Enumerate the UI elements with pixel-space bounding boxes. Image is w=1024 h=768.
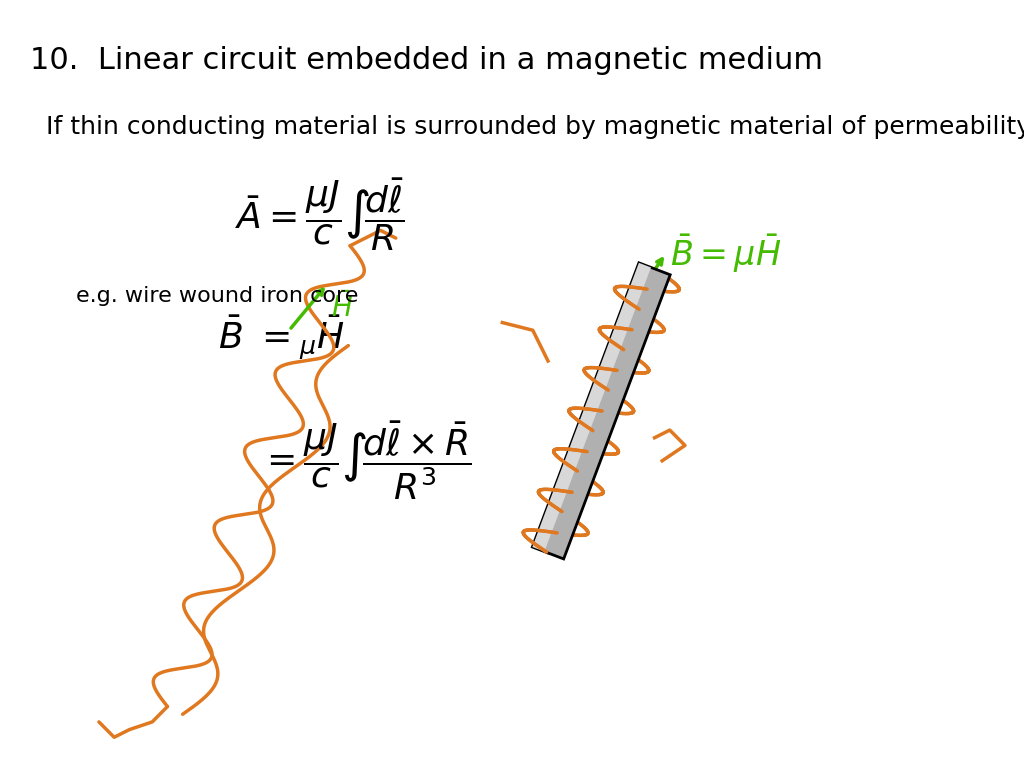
Text: $\bar{A}= \dfrac{\mu J}{c} \int\!\dfrac{d\bar{\ell}}{R}$: $\bar{A}= \dfrac{\mu J}{c} \int\!\dfrac{… bbox=[234, 177, 404, 253]
Polygon shape bbox=[532, 263, 671, 559]
Text: $\bar{B}{=}\mu\bar{H}$: $\bar{B}{=}\mu\bar{H}$ bbox=[670, 232, 781, 275]
Text: If thin conducting material is surrounded by magnetic material of permeability μ: If thin conducting material is surrounde… bbox=[46, 115, 1024, 139]
Text: e.g. wire wound iron core: e.g. wire wound iron core bbox=[76, 286, 358, 306]
Text: $\bar{B}\ =_{\mu}\bar{H}$: $\bar{B}\ =_{\mu}\bar{H}$ bbox=[218, 314, 345, 362]
Text: 10.  Linear circuit embedded in a magnetic medium: 10. Linear circuit embedded in a magneti… bbox=[31, 46, 823, 75]
Text: $\bar{H}$: $\bar{H}$ bbox=[331, 292, 353, 323]
Polygon shape bbox=[532, 263, 651, 551]
Text: $=\dfrac{\mu J}{c} \int\!\dfrac{d\bar{\ell}\times\bar{R}}{R^3}$: $=\dfrac{\mu J}{c} \int\!\dfrac{d\bar{\e… bbox=[259, 419, 472, 502]
